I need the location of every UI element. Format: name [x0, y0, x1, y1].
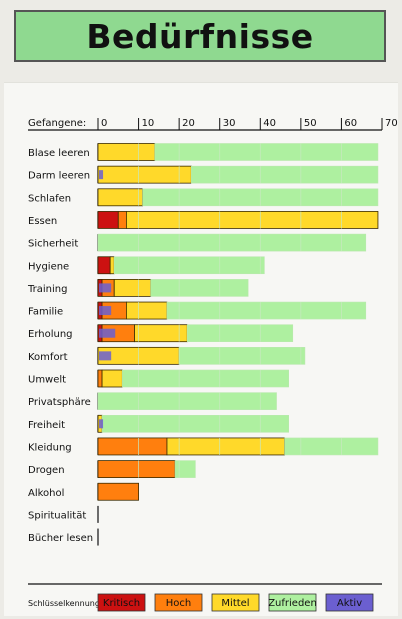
bar-hoch: [117, 211, 127, 229]
category-label: Blase leeren: [28, 148, 90, 159]
legend-label-mittel: Mittel: [221, 598, 249, 609]
bar-aktiv: [99, 306, 112, 316]
bar-zufrieden: [97, 392, 277, 410]
legend-swatch-zufrieden: [268, 593, 317, 612]
category-label: Sicherheit: [28, 239, 78, 250]
legend-swatch-kritisch: [97, 593, 146, 612]
category-label: Freiheit: [28, 420, 65, 431]
bar-aktiv: [99, 170, 104, 180]
bar-aktiv: [99, 328, 116, 338]
bar-hoch: [97, 460, 176, 479]
category-label: Familie: [28, 307, 63, 318]
bar-mittel: [101, 369, 123, 388]
legend-swatch-aktiv: [325, 593, 374, 612]
bar-hoch: [97, 369, 103, 388]
category-label: Privatsphäre: [28, 397, 91, 408]
bar-zufrieden: [191, 165, 379, 184]
tick-label: 10: [142, 118, 155, 129]
bar-zufrieden: [150, 279, 249, 297]
bar-zufrieden: [178, 347, 306, 365]
bar-zufrieden: [97, 233, 367, 252]
bar-hoch: [97, 482, 139, 501]
bar-kritisch: [97, 211, 119, 229]
legend-label-hoch: Hoch: [166, 598, 191, 609]
tick-label: 40: [263, 118, 276, 129]
bar-mittel: [97, 188, 144, 207]
category-label: Darm leeren: [28, 171, 90, 182]
bar-zufrieden: [113, 256, 265, 275]
legend-label-kritisch: Kritisch: [103, 598, 140, 609]
category-label: Bücher lesen: [28, 533, 93, 544]
bar-zufrieden: [284, 437, 379, 456]
bar-mittel: [97, 143, 156, 161]
category-label: Komfort: [28, 352, 68, 363]
bar-zufrieden: [166, 301, 367, 320]
category-label: Training: [27, 284, 67, 295]
tick-label: 70: [385, 118, 398, 129]
bar-mittel: [126, 211, 379, 229]
bar-zufrieden: [154, 143, 379, 161]
bar-mittel: [166, 437, 286, 456]
tick-label: 20: [182, 118, 195, 129]
bar-mittel: [97, 165, 192, 184]
category-label: Erholung: [28, 329, 73, 340]
category-label: Hygiene: [28, 261, 69, 272]
axis-label: Gefangene:: [28, 118, 86, 129]
category-label: Essen: [28, 216, 57, 227]
bar-zufrieden: [174, 460, 196, 478]
bar-zufrieden: [101, 414, 289, 433]
bar-kritisch: [97, 256, 111, 275]
bar-hoch: [97, 437, 168, 456]
category-label: Kleidung: [28, 442, 72, 453]
category-label: Schlafen: [28, 193, 71, 204]
bar-mittel: [126, 301, 168, 320]
tick-label: 30: [223, 118, 236, 129]
category-label: Drogen: [28, 465, 65, 476]
category-label: Umwelt: [28, 375, 66, 386]
legend-label-zufrieden: Zufrieden: [268, 598, 317, 609]
tick-label: 50: [304, 118, 317, 129]
legend-label-aktiv: Aktiv: [337, 598, 362, 609]
bar-aktiv: [99, 419, 104, 429]
tick-label: 0: [101, 118, 107, 129]
legend-swatch-mittel: [211, 593, 260, 612]
bar-mittel: [113, 278, 152, 297]
legend-title: Schlüsselkennung: [28, 599, 100, 608]
legend-swatch-hoch: [154, 593, 203, 612]
category-label: Alkohol: [28, 488, 64, 499]
page-title: Bedürfnisse: [86, 16, 314, 56]
bar-aktiv: [99, 283, 112, 293]
bar-zufrieden: [122, 369, 289, 388]
bar-zufrieden: [186, 324, 294, 343]
tick-label: 60: [344, 118, 357, 129]
bar-aktiv: [99, 351, 112, 361]
category-label: Spiritualität: [28, 510, 86, 521]
title-banner: Bedürfnisse: [14, 10, 386, 62]
bar-mittel: [109, 256, 115, 275]
